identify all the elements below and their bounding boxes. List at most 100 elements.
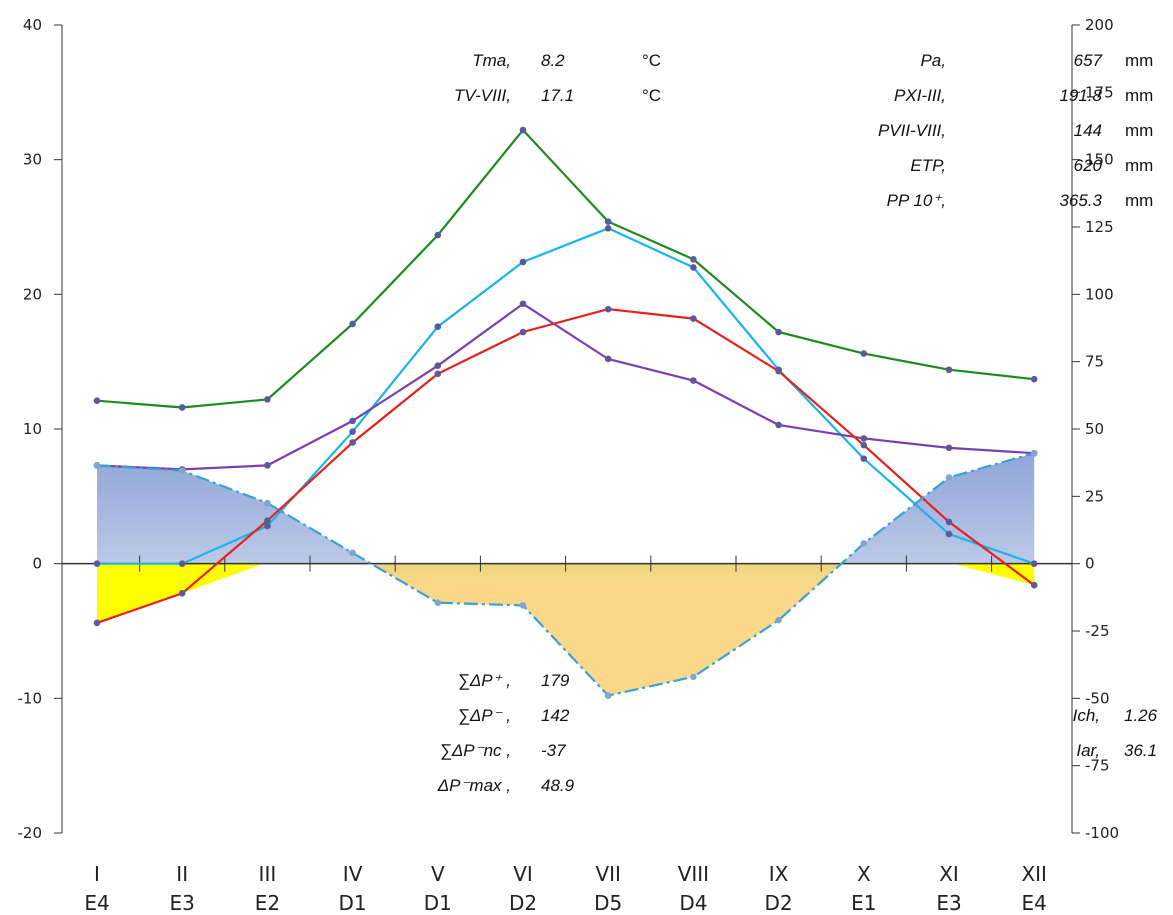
stat-unit: °C: [642, 51, 661, 70]
stat-label: Pa,: [920, 51, 946, 70]
zone-label: E2: [255, 891, 280, 915]
data-point: [349, 549, 356, 557]
data-point: [860, 350, 868, 357]
left-tick-label: 0: [32, 555, 42, 573]
stat-label: ETP,: [910, 156, 946, 175]
axes: [54, 24, 1080, 834]
water-deficit-area: [371, 564, 842, 696]
data-point: [178, 467, 186, 475]
month-label: IV: [343, 862, 363, 886]
month-label: I: [94, 862, 100, 886]
month-label: VIII: [678, 862, 709, 886]
area-fills: [97, 453, 1035, 696]
data-point: [860, 435, 868, 442]
data-point: [93, 462, 101, 469]
data-point: [945, 474, 953, 481]
data-point: [604, 225, 612, 232]
series-line: [96, 128, 1035, 409]
stat-unit: mm: [1125, 191, 1153, 210]
month-label: VI: [513, 862, 533, 886]
data-point: [860, 540, 868, 547]
stat-value: 36.1: [1124, 741, 1157, 760]
left-tick-label: -10: [18, 689, 43, 707]
data-point: [945, 530, 953, 538]
stat-value: 144: [1074, 121, 1102, 140]
stat-label: Iar,: [1076, 741, 1100, 760]
series-line: [96, 307, 1035, 624]
axis-tick-labels: -20-10010203040-100-75-50-25025507510012…: [18, 16, 1120, 915]
stat-unit: mm: [1125, 121, 1153, 140]
right-tick-label: -75: [1085, 757, 1110, 775]
stat-label: Ich,: [1073, 706, 1100, 725]
zone-label: D2: [509, 891, 537, 915]
data-point: [775, 616, 782, 624]
right-tick-label: 150: [1085, 151, 1114, 169]
right-tick-label: 175: [1085, 83, 1114, 101]
data-point: [349, 417, 356, 425]
data-point: [604, 305, 612, 313]
zone-label: D1: [424, 891, 452, 915]
stat-value: 179: [541, 671, 570, 690]
data-point: [860, 441, 868, 449]
month-label: III: [259, 862, 277, 886]
data-point: [178, 404, 186, 411]
right-tick-label: 100: [1085, 285, 1114, 303]
data-point: [775, 421, 782, 429]
stat-value: -37: [541, 741, 566, 760]
data-point: [93, 619, 101, 627]
stat-label: PVII-VIII,: [878, 121, 946, 140]
data-point: [604, 218, 612, 225]
data-point: [349, 320, 356, 328]
data-point: [1030, 581, 1038, 589]
month-label: IX: [769, 862, 789, 886]
left-tick-label: 20: [23, 285, 42, 303]
right-tick-label: 75: [1085, 353, 1104, 371]
data-point: [349, 428, 356, 435]
stat-unit: mm: [1125, 86, 1153, 105]
data-point: [604, 692, 612, 699]
frost-area-right: [953, 563, 1035, 586]
data-point: [860, 455, 868, 462]
stat-value: 620: [1074, 156, 1103, 175]
stat-unit: °C: [642, 86, 661, 105]
data-point: [690, 673, 697, 681]
data-point: [519, 258, 527, 266]
zone-label: E3: [170, 891, 195, 915]
right-tick-label: 50: [1085, 420, 1104, 438]
stat-label: ∑ΔP⁻nc ,: [440, 741, 511, 760]
month-label: V: [431, 862, 445, 886]
data-point: [690, 256, 697, 263]
data-point: [264, 499, 271, 507]
zone-label: D2: [765, 891, 793, 915]
data-point: [945, 444, 953, 452]
zone-label: E1: [851, 891, 876, 915]
data-point: [264, 517, 271, 524]
right-tick-label: 200: [1085, 16, 1114, 34]
stat-unit: mm: [1125, 156, 1153, 175]
data-point: [604, 355, 612, 363]
stat-value: 17.1: [541, 86, 574, 105]
left-tick-label: -20: [18, 824, 43, 842]
data-point: [349, 439, 356, 446]
data-point: [434, 370, 442, 378]
data-point: [945, 518, 953, 526]
left-tick-label: 40: [23, 16, 42, 34]
zone-label: E3: [936, 891, 961, 915]
data-point: [690, 315, 697, 322]
right-tick-label: -100: [1085, 824, 1119, 842]
water-surplus-area: [97, 453, 1035, 564]
series-line: [96, 452, 1035, 697]
right-tick-label: -50: [1085, 689, 1110, 707]
data-point: [93, 560, 101, 567]
stat-value: 8.2: [541, 51, 565, 70]
data-point: [945, 366, 953, 374]
data-point: [519, 328, 527, 336]
month-label: II: [176, 862, 188, 886]
data-point: [93, 397, 101, 405]
zone-label: D5: [594, 891, 622, 915]
data-point: [519, 300, 527, 308]
data-point: [178, 560, 186, 567]
stat-label: ∑ΔP⁺ ,: [458, 671, 511, 690]
data-point: [519, 126, 527, 134]
